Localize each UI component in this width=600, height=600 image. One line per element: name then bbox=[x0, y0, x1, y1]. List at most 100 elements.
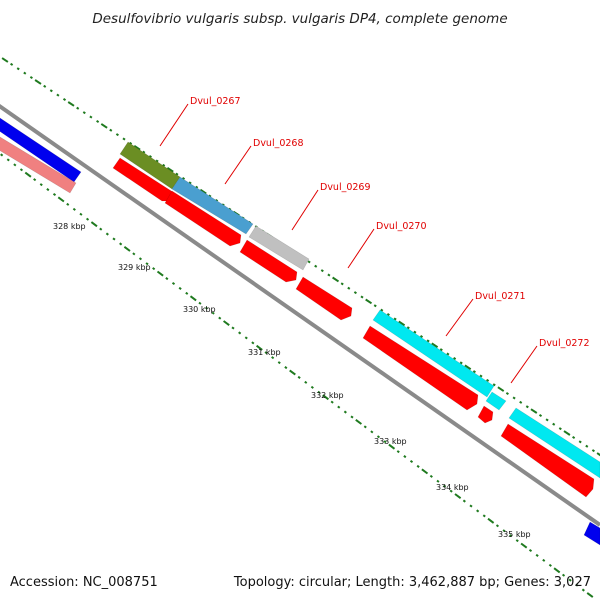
minor-tick bbox=[552, 422, 556, 426]
leader-dvul-0272 bbox=[510, 345, 538, 384]
minor-tick bbox=[548, 563, 552, 567]
minor-tick bbox=[416, 464, 420, 468]
major-tick bbox=[431, 342, 439, 349]
minor-tick bbox=[165, 277, 169, 281]
minor-tick bbox=[373, 304, 377, 308]
major-tick bbox=[133, 144, 141, 151]
minor-tick bbox=[109, 128, 113, 132]
minor-tick bbox=[383, 440, 387, 444]
minor-tick bbox=[271, 356, 275, 360]
cds-reverse-5 bbox=[362, 325, 479, 411]
minor-tick bbox=[330, 400, 334, 404]
minor-tick bbox=[436, 479, 440, 483]
minor-tick bbox=[119, 242, 123, 246]
major-tick bbox=[24, 171, 32, 178]
minor-tick bbox=[578, 440, 582, 444]
gene-label-leaders bbox=[159, 103, 538, 384]
leader-dvul-0269 bbox=[291, 189, 319, 231]
minor-tick bbox=[205, 306, 209, 310]
minor-tick bbox=[449, 489, 453, 493]
minor-tick bbox=[525, 405, 529, 409]
accession-text: Accession: NC_008751 bbox=[10, 575, 158, 590]
minor-tick bbox=[277, 361, 281, 365]
minor-tick bbox=[238, 331, 242, 335]
minor-tick bbox=[82, 111, 86, 115]
minor-tick bbox=[86, 217, 90, 221]
major-tick bbox=[67, 101, 75, 107]
minor-tick bbox=[56, 93, 60, 97]
minor-tick bbox=[403, 455, 407, 459]
major-tick bbox=[398, 320, 406, 327]
minor-tick bbox=[476, 509, 480, 513]
scale-label: 328 kbp bbox=[53, 222, 86, 231]
scale-label: 329 kbp bbox=[118, 263, 151, 272]
minor-tick bbox=[185, 291, 189, 295]
major-tick bbox=[322, 394, 329, 401]
major-tick bbox=[520, 542, 528, 549]
minor-tick bbox=[195, 185, 199, 189]
cds-reverse-4 bbox=[295, 276, 353, 321]
minor-tick bbox=[284, 366, 288, 370]
minor-tick bbox=[33, 178, 37, 182]
major-tick bbox=[123, 246, 131, 252]
minor-tick bbox=[317, 390, 321, 394]
minor-tick bbox=[178, 286, 182, 290]
minor-tick bbox=[538, 413, 543, 418]
minor-tick bbox=[152, 267, 156, 271]
scale-labels: 328 kbp 329 kbp 330 kbp 331 kbp 332 kbp … bbox=[53, 222, 531, 539]
major-tick bbox=[355, 418, 362, 425]
minor-tick bbox=[327, 273, 331, 277]
genome-summary-text: Topology: circular; Length: 3,462,887 bp… bbox=[233, 575, 591, 590]
minor-tick bbox=[79, 212, 83, 216]
minor-tick bbox=[446, 352, 450, 356]
major-tick bbox=[421, 468, 429, 475]
major-tick bbox=[34, 79, 42, 85]
minor-tick bbox=[112, 237, 116, 241]
minor-tick bbox=[115, 133, 119, 137]
minor-tick bbox=[171, 281, 176, 286]
minor-tick bbox=[360, 295, 364, 299]
major-tick bbox=[388, 443, 396, 450]
minor-tick bbox=[181, 176, 186, 181]
scale-label: 333 kbp bbox=[374, 437, 407, 446]
minor-tick bbox=[505, 392, 509, 396]
minor-tick bbox=[585, 444, 589, 448]
minor-tick bbox=[251, 341, 255, 345]
minor-tick bbox=[575, 583, 579, 587]
minor-tick bbox=[46, 188, 50, 192]
major-tick bbox=[497, 386, 505, 392]
minor-tick bbox=[142, 150, 146, 154]
minor-tick bbox=[347, 286, 351, 290]
minor-tick bbox=[10, 62, 14, 66]
major-tick bbox=[530, 408, 538, 414]
major-tick bbox=[156, 270, 164, 277]
gene-label-dvul-0267: Dvul_0267 bbox=[190, 96, 241, 107]
major-tick bbox=[223, 320, 230, 327]
minor-tick bbox=[29, 76, 33, 80]
feature-dvul-0269 bbox=[248, 225, 310, 271]
minor-tick bbox=[198, 301, 202, 305]
minor-tick bbox=[545, 418, 549, 422]
forward-strand-features bbox=[0, 117, 600, 479]
minor-tick bbox=[0, 153, 4, 157]
feature-blue-corner bbox=[583, 521, 600, 546]
minor-tick bbox=[340, 282, 344, 286]
minor-tick bbox=[376, 435, 380, 439]
minor-tick bbox=[479, 374, 483, 378]
minor-tick bbox=[406, 326, 410, 330]
major-tick bbox=[166, 166, 174, 173]
minor-tick bbox=[304, 380, 308, 384]
minor-tick bbox=[413, 330, 417, 334]
minor-tick bbox=[535, 553, 539, 557]
minor-tick bbox=[264, 351, 268, 355]
minor-tick bbox=[495, 524, 499, 528]
gene-label-dvul-0268: Dvul_0268 bbox=[253, 138, 304, 149]
gene-label-dvul-0272: Dvul_0272 bbox=[539, 338, 590, 349]
major-tick bbox=[586, 592, 594, 598]
gene-label-dvul-0271: Dvul_0271 bbox=[475, 291, 526, 302]
feature-pink-reverse bbox=[0, 136, 77, 194]
minor-tick bbox=[314, 264, 318, 268]
scale-label: 331 kbp bbox=[248, 348, 281, 357]
minor-tick bbox=[244, 336, 248, 340]
minor-tick bbox=[393, 317, 397, 321]
